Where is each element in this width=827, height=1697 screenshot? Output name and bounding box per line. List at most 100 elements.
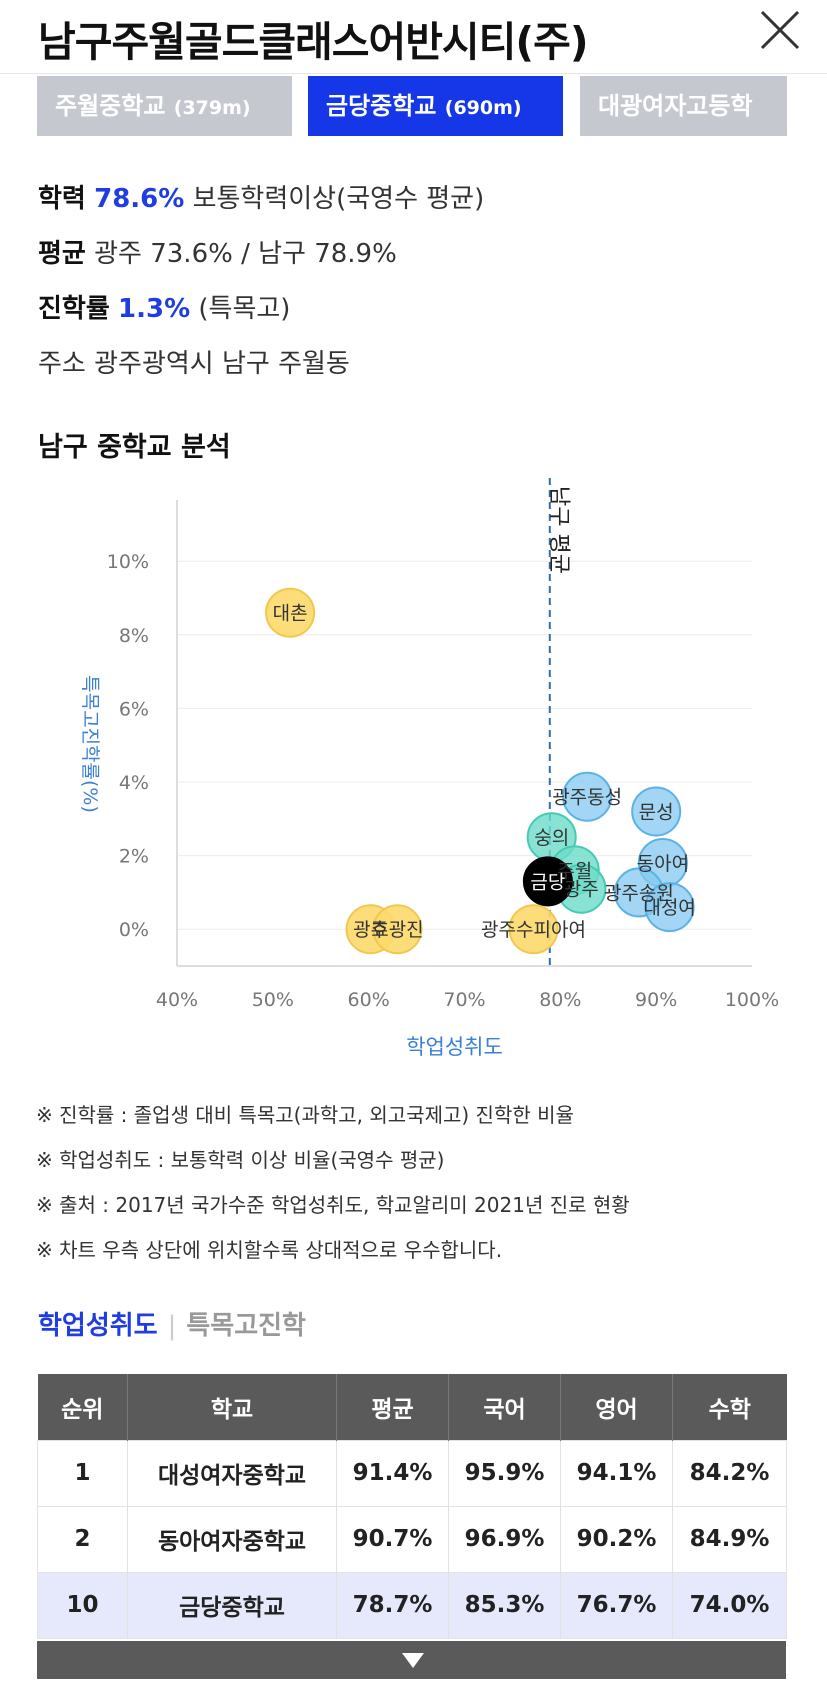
point-label: 광주 — [353, 919, 388, 941]
cell-korean: 96.9% — [448, 1505, 561, 1573]
info-average: 평균 광주 73.6% / 남구 78.9% — [38, 233, 397, 270]
point-yellow — [508, 904, 559, 955]
y-tick-label: 10% — [107, 551, 149, 573]
chart-points — [265, 587, 695, 955]
info-average-label: 평균 — [38, 239, 86, 269]
school-tabs: 주월중학교 (379m) 금당중학교 (690m) 대광여자고등학 — [37, 76, 787, 136]
section-title: 남구 중학교 분석 — [38, 432, 231, 463]
info-academic-label: 학력 — [38, 184, 86, 214]
cell-rank: 10 — [37, 1571, 128, 1639]
chevron-down-icon — [402, 1653, 424, 1668]
cell-math: 74.0% — [672, 1571, 787, 1639]
info-rate-value: 1.3% — [118, 294, 191, 324]
x-tick-label: 80% — [539, 989, 581, 1011]
header-korean: 국어 — [448, 1374, 561, 1440]
point-blue — [644, 882, 695, 933]
info-address-label: 주소 — [38, 349, 86, 379]
info-academic: 학력 78.6% 보통학력이상(국영수 평균) — [38, 178, 484, 215]
cell-school: 대성여자중학교 — [127, 1439, 337, 1507]
cell-math: 84.2% — [672, 1439, 787, 1507]
info-academic-desc: 보통학력이상(국영수 평균) — [192, 184, 485, 214]
tab-divider: | — [167, 1311, 177, 1341]
point-label: 주월 — [557, 860, 592, 882]
x-tick-label: 100% — [725, 989, 779, 1011]
point-label: 금당 — [530, 871, 565, 893]
x-tick-label: 90% — [635, 989, 677, 1011]
average-line-label: 남구 평균 — [546, 486, 571, 574]
tab-school-name: 대광여자고등학 — [598, 92, 753, 120]
info-rate-desc: (특목고) — [198, 294, 291, 324]
tab-special-high[interactable]: 특목고진학 — [186, 1311, 306, 1341]
cell-rank: 2 — [37, 1505, 128, 1573]
tab-school-1[interactable]: 주월중학교 (379m) — [37, 76, 292, 136]
header-average: 평균 — [336, 1374, 449, 1440]
cell-english: 76.7% — [560, 1571, 673, 1639]
cell-math: 84.9% — [672, 1505, 787, 1573]
tab-school-2[interactable]: 금당중학교 (690m) — [308, 76, 563, 136]
header-rank: 순위 — [37, 1374, 128, 1440]
y-tick-label: 6% — [119, 698, 149, 720]
notes: ※ 진학률 : 졸업생 대비 특목고(과학고, 외고국제고) 진학한 비율 ※ … — [36, 1100, 630, 1280]
header: 남구주월골드클래스어반시티(주) — [0, 0, 827, 74]
y-tick-label: 2% — [119, 846, 149, 868]
note-2: ※ 학업성취도 : 보통학력 이상 비율(국영수 평균) — [36, 1148, 445, 1172]
tab-school-distance: (690m) — [444, 97, 522, 119]
info-rate-label: 진학률 — [38, 294, 110, 324]
y-tick-label: 0% — [119, 919, 149, 941]
scatter-chart: 0% 2% 4% 6% 8% 10% 40% 50% 60% 70% 80% 90% 100% 학업성취도… — [79, 478, 779, 1059]
table-row: 2 동아여자중학교 90.7% 96.9% 90.2% 84.9% — [37, 1505, 787, 1573]
point-label: 광주 — [564, 879, 599, 901]
tab-academic[interactable]: 학업성취도 — [38, 1311, 158, 1341]
header-math: 수학 — [672, 1374, 787, 1440]
cell-korean: 85.3% — [448, 1571, 561, 1639]
point-label: 효광진 — [371, 919, 423, 941]
cell-english: 90.2% — [560, 1505, 673, 1573]
note-1: ※ 진학률 : 졸업생 대비 특목고(과학고, 외고국제고) 진학한 비율 — [36, 1103, 574, 1127]
x-tick-label: 60% — [348, 989, 390, 1011]
point-blue — [631, 786, 682, 837]
info-average-value: 광주 73.6% / 남구 78.9% — [94, 239, 397, 269]
point-label: 광주수피아여 — [481, 919, 586, 941]
chart-average-line: 남구 평균 — [546, 478, 571, 966]
point-label: 대성여 — [643, 897, 695, 919]
page-title: 남구주월골드클래스어반시티(주) — [38, 18, 589, 66]
point-label: 숭의 — [534, 827, 569, 849]
info-address-value: 광주광역시 남구 주월동 — [94, 349, 350, 379]
point-blue — [562, 771, 613, 822]
tab-school-name: 금당중학교 — [326, 92, 437, 120]
cell-rank: 1 — [37, 1439, 128, 1507]
close-icon[interactable] — [756, 6, 804, 54]
x-tick-label: 70% — [443, 989, 485, 1011]
ranking-tabs: 학업성취도 | 특목고진학 — [38, 1305, 306, 1342]
point-label: 문성 — [639, 801, 674, 823]
point-label: 광주송원 — [604, 882, 674, 904]
cell-average: 90.7% — [336, 1505, 449, 1573]
table-header-row: 순위 학교 평균 국어 영어 수학 — [37, 1374, 787, 1440]
cell-english: 94.1% — [560, 1439, 673, 1507]
x-tick-label: 50% — [252, 989, 294, 1011]
point-black — [522, 856, 573, 907]
point-yellow — [372, 904, 423, 955]
x-tick-label: 40% — [156, 989, 198, 1011]
show-more-button[interactable] — [37, 1641, 786, 1679]
header-school: 학교 — [127, 1374, 337, 1440]
point-yellow — [265, 587, 316, 638]
note-4: ※ 차트 우측 상단에 위치할수록 상대적으로 우수합니다. — [36, 1238, 503, 1262]
point-label: 동아여 — [637, 853, 689, 875]
note-3: ※ 출처 : 2017년 국가수준 학업성취도, 학교알리미 2021년 진로 … — [36, 1193, 630, 1217]
info-academic-value: 78.6% — [94, 184, 185, 214]
tab-school-3[interactable]: 대광여자고등학 — [580, 76, 787, 136]
header-english: 영어 — [560, 1374, 673, 1440]
table-row: 1 대성여자중학교 91.4% 95.9% 94.1% 84.2% — [37, 1439, 787, 1507]
y-tick-label: 4% — [119, 772, 149, 794]
ranking-table: 순위 학교 평균 국어 영어 수학 1 대성여자중학교 91.4% 95.9% … — [37, 1374, 787, 1639]
table-row-highlighted: 10 금당중학교 78.7% 85.3% 76.7% 74.0% — [37, 1571, 787, 1639]
cell-school: 금당중학교 — [127, 1571, 337, 1639]
y-tick-label: 8% — [119, 625, 149, 647]
cell-school: 동아여자중학교 — [127, 1505, 337, 1573]
y-axis-title: 특목고진학률(%) — [79, 675, 101, 813]
info-address: 주소 광주광역시 남구 주월동 — [38, 343, 350, 380]
tab-school-distance: (379m) — [173, 97, 251, 119]
point-label: 대촌 — [273, 603, 308, 625]
